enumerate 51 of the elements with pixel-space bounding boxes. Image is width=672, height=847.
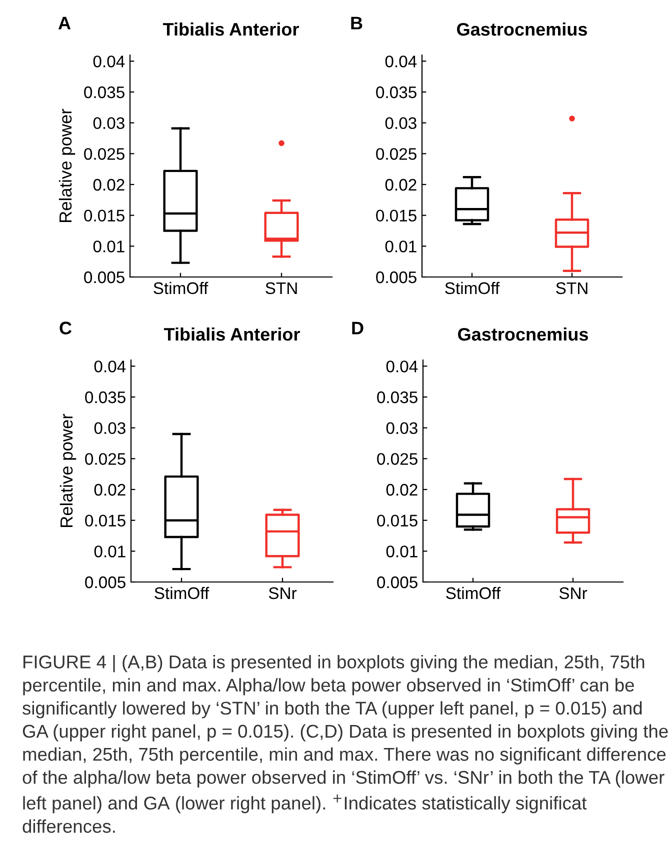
y-tick-label: 0.02 xyxy=(385,178,416,191)
x-tick-label: StimOff xyxy=(154,586,210,600)
x-tick-label: SNr xyxy=(268,587,297,600)
y-tick-label: 0.025 xyxy=(377,453,418,465)
x-tick-label: STN xyxy=(556,282,588,294)
y-tick-label: 0.02 xyxy=(94,484,126,496)
text: D xyxy=(352,322,364,334)
y-tick-label: 0.04 xyxy=(94,360,126,372)
y-tick-label: 0.005 xyxy=(84,271,124,284)
text: A xyxy=(58,16,71,30)
y-tick-label: 0.025 xyxy=(85,453,126,465)
chart-title: Tibialis Anterior xyxy=(164,327,300,341)
y-tick-label: 0.015 xyxy=(85,514,126,527)
y-tick-label: 0.01 xyxy=(385,240,416,252)
x-tick-label: SNr xyxy=(559,587,588,600)
text: C xyxy=(60,322,72,334)
x-tick-label: STN xyxy=(266,282,297,294)
y-tick-label: 0.04 xyxy=(385,56,417,68)
y-tick-label: 0.025 xyxy=(376,148,416,160)
y-tick-label: 0.04 xyxy=(93,56,125,68)
y-tick-label: 0.035 xyxy=(85,391,126,404)
x-tick-label: StimOff xyxy=(446,586,501,600)
y-tick-label: 0.005 xyxy=(85,576,126,588)
y-tick-label: 0.015 xyxy=(84,210,124,222)
y-tick-label: 0.03 xyxy=(94,422,126,434)
chart-title: Gastrocnemius xyxy=(457,22,587,36)
y-tick-label: 0.03 xyxy=(93,117,124,130)
y-tick-label: 0.015 xyxy=(376,210,416,222)
y-tick-label: 0.01 xyxy=(93,240,124,252)
y-tick-label: 0.03 xyxy=(385,117,416,130)
y-tick-label: 0.015 xyxy=(377,514,418,527)
y-tick-label: 0.035 xyxy=(84,86,124,98)
y-tick-label: 0.025 xyxy=(84,148,124,160)
chart-title: Gastrocnemius xyxy=(458,327,588,341)
y-tick-label: 0.005 xyxy=(377,576,418,588)
text: FIGURE 4 | (A,B) Data is presented in boxplots giving the median, 25th, 75th percentile, min and max. Alpha/low beta power observed in ‘StimOff’ can be significantly lowered by ‘STN’ in both the TA (upper left panel, p = 0.015) and GA (upper right panel, p = 0.015). (C,D) Data is presented in boxplots giving the median, 25th, 75th percentile, min and max. There was no significant difference of the alpha/low beta power observed in ‘StimOff’ vs. ‘SNr’ in both the TA (lower left panel) and GA (lower right panel). $^{+}$Indicates statistically significat differences. xyxy=(22,655,668,833)
y-tick-label: 0.03 xyxy=(386,422,418,434)
x-tick-label: StimOff xyxy=(445,282,500,294)
y-tick-label: 0.035 xyxy=(376,86,416,98)
y-tick-label: 0.01 xyxy=(94,546,126,558)
y-axis-title: Relative power xyxy=(60,414,76,527)
y-axis-title: Relative power xyxy=(58,108,76,222)
x-tick-label: StimOff xyxy=(154,282,208,294)
y-tick-label: 0.01 xyxy=(386,546,418,558)
chart-title: Tibialis Anterior xyxy=(162,22,299,36)
text: B xyxy=(351,16,362,30)
y-tick-label: 0.02 xyxy=(386,484,418,496)
y-tick-label: 0.035 xyxy=(377,391,418,404)
y-tick-label: 0.005 xyxy=(376,271,416,284)
y-tick-label: 0.02 xyxy=(93,178,124,191)
y-tick-label: 0.04 xyxy=(386,360,418,372)
